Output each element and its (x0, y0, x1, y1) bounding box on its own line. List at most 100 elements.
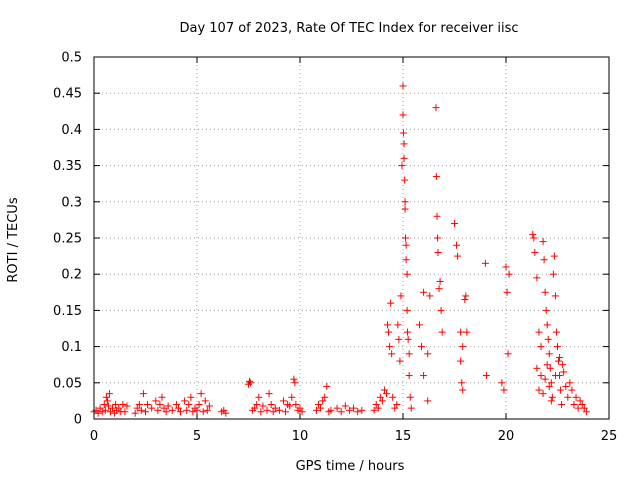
data-point (185, 401, 193, 409)
data-point (384, 321, 392, 329)
data-point (269, 408, 277, 416)
data-point (350, 404, 358, 412)
data-point (399, 129, 407, 137)
data-point (181, 397, 189, 405)
data-point (558, 401, 566, 409)
data-point (394, 321, 402, 329)
data-point (280, 397, 288, 405)
data-point (551, 372, 559, 380)
data-point (135, 401, 143, 409)
data-point (404, 328, 412, 336)
data-point (434, 248, 442, 256)
data-point (197, 390, 205, 398)
data-point (541, 375, 549, 383)
data-point (319, 397, 327, 405)
data-point (539, 238, 547, 246)
data-point (271, 404, 279, 412)
data-point (199, 408, 207, 416)
data-point (201, 397, 209, 405)
data-point (109, 404, 117, 412)
data-point (574, 404, 582, 412)
x-tick-label: 0 (90, 429, 98, 444)
data-point (537, 343, 545, 351)
data-point (402, 241, 410, 249)
data-point (387, 299, 395, 307)
data-point (504, 350, 512, 358)
data-point (115, 404, 123, 412)
y-tick-label: 0.4 (61, 123, 82, 138)
data-point (139, 390, 147, 398)
data-point (548, 393, 556, 401)
data-point (345, 406, 353, 414)
data-point (398, 162, 406, 170)
data-point (397, 292, 405, 300)
data-point (399, 82, 407, 90)
data-point (505, 270, 513, 278)
data-point (142, 408, 149, 416)
data-point (100, 401, 108, 409)
data-point (415, 321, 423, 329)
data-point (578, 401, 586, 409)
y-tick-label: 0.35 (53, 159, 82, 174)
y-tick-label: 0.3 (61, 195, 82, 210)
data-point (333, 404, 341, 412)
data-point (323, 382, 331, 390)
data-point (103, 397, 111, 405)
data-point (582, 408, 590, 416)
data-point (168, 406, 176, 414)
data-point (193, 406, 201, 414)
data-point (104, 402, 112, 410)
data-point (555, 357, 563, 365)
data-point (265, 390, 273, 398)
data-point (144, 401, 152, 409)
data-point (101, 406, 109, 414)
data-point (482, 372, 490, 380)
data-point (96, 404, 104, 412)
data-point (540, 256, 548, 264)
data-point (544, 335, 552, 343)
data-point (183, 406, 191, 414)
data-point (158, 393, 166, 401)
data-point (562, 382, 570, 390)
data-point (550, 252, 558, 260)
data-point (551, 292, 559, 300)
data-point (404, 335, 412, 343)
data-point (187, 393, 195, 401)
data-point (434, 234, 442, 242)
data-point (541, 288, 549, 296)
data-point (557, 386, 565, 394)
data-point (106, 408, 114, 416)
data-point (315, 401, 323, 409)
data-point (576, 397, 584, 405)
data-point (572, 393, 580, 401)
data-point (458, 379, 466, 387)
data-point (436, 277, 444, 285)
data-point (457, 328, 465, 336)
data-point (94, 409, 102, 417)
data-point (203, 406, 211, 414)
data-point (403, 306, 411, 314)
data-point (401, 176, 409, 184)
data-point (564, 393, 572, 401)
data-point (437, 306, 445, 314)
data-point (537, 372, 545, 380)
data-point (403, 270, 411, 278)
x-axis-label: GPS time / hours (296, 459, 405, 474)
data-point (432, 104, 440, 112)
data-point (502, 263, 510, 271)
data-point (533, 364, 541, 372)
data-point (160, 404, 168, 412)
data-point (407, 404, 415, 412)
data-point (451, 220, 458, 228)
data-point (420, 288, 428, 296)
x-tick-label: 10 (292, 429, 309, 444)
data-point (393, 401, 401, 409)
data-point (105, 390, 113, 398)
y-tick-label: 0.15 (53, 304, 82, 319)
data-point (112, 401, 120, 409)
data-point (400, 140, 408, 148)
data-point (570, 401, 578, 409)
data-point (545, 382, 553, 390)
data-point (530, 234, 538, 242)
data-point (267, 401, 275, 409)
